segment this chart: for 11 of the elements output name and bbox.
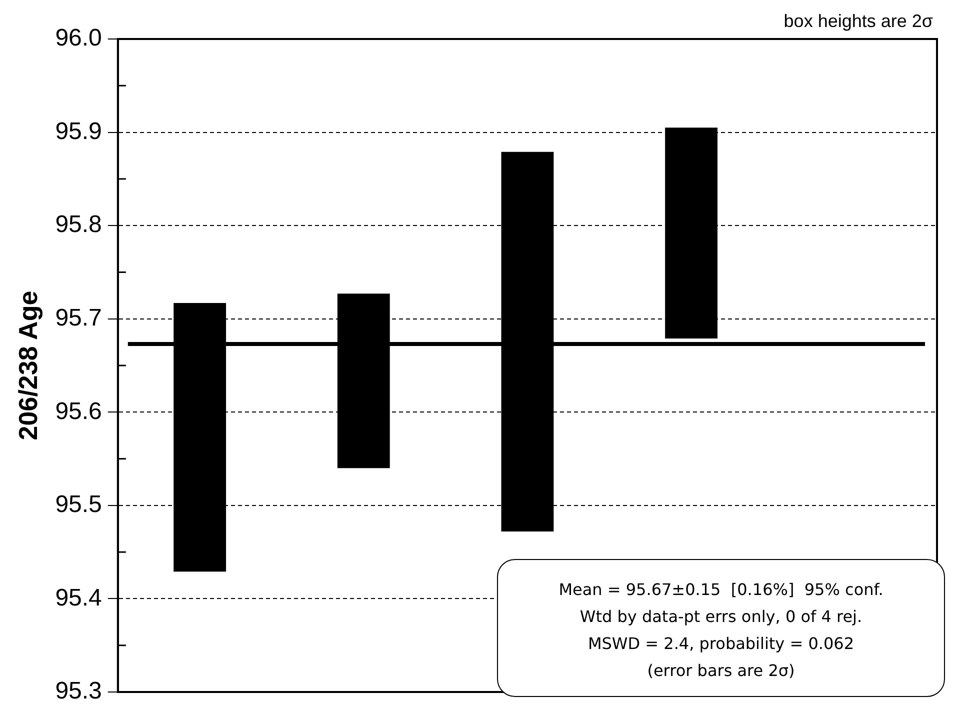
y-tick-label: 95.8 — [55, 211, 102, 238]
y-tick-label: 95.3 — [55, 678, 102, 705]
text: box heights are 2σ — [784, 10, 933, 31]
y-tick-label: 95.9 — [55, 118, 102, 145]
y-tick-label: 95.7 — [55, 304, 102, 332]
y-axis-title: 206/238 Age — [12, 290, 43, 440]
y-tick-label: 95.6 — [55, 398, 102, 425]
y-tick-label: 95.5 — [55, 491, 102, 518]
note-box: Mean = 95.67±0.15 [0.16%] 95% conf. Wtd by data-pt errs only, 0 of 4 rej. MSWD = 2.4, probability = 0.062 (error bars are 2σ) — [497, 559, 945, 697]
y-tick-label: 95.4 — [55, 584, 102, 612]
y-tick-label: 96.0 — [55, 24, 102, 52]
